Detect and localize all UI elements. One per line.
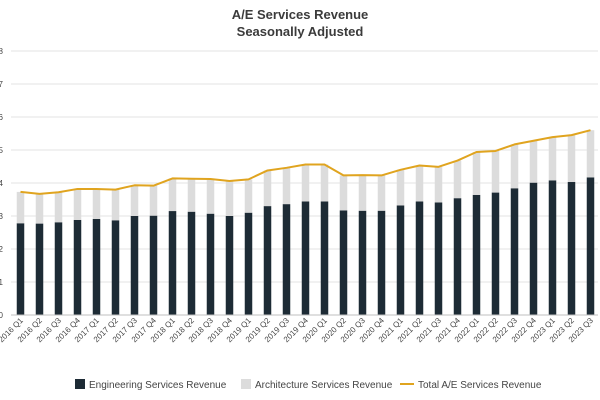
- bar-engineering: [358, 210, 367, 315]
- bar-architecture: [358, 175, 367, 211]
- bar-engineering: [529, 182, 538, 315]
- bar-engineering: [54, 222, 63, 315]
- bar-architecture: [282, 167, 291, 205]
- bar-engineering: [168, 211, 177, 315]
- bar-engineering: [263, 206, 272, 315]
- bar-architecture: [320, 164, 329, 202]
- bar-architecture: [149, 185, 158, 216]
- bar-architecture: [377, 175, 386, 211]
- bar-engineering: [548, 180, 557, 315]
- bar-engineering: [301, 201, 310, 315]
- y-tick-label: 0: [0, 311, 4, 320]
- bar-engineering: [510, 188, 519, 315]
- bar-engineering: [73, 219, 82, 315]
- bar-engineering: [377, 210, 386, 315]
- bar-architecture: [453, 160, 462, 199]
- bar-engineering: [415, 201, 424, 315]
- bar-engineering: [187, 211, 196, 315]
- bars: [16, 130, 595, 315]
- bar-architecture: [529, 140, 538, 183]
- bar-architecture: [434, 166, 443, 203]
- chart-subtitle: Seasonally Adjusted: [237, 24, 364, 39]
- bar-architecture: [586, 130, 595, 178]
- bar-engineering: [225, 216, 234, 315]
- bar-architecture: [244, 179, 253, 213]
- bar-architecture: [206, 179, 215, 214]
- bar-engineering: [586, 177, 595, 315]
- bar-architecture: [263, 170, 272, 207]
- bar-architecture: [301, 164, 310, 202]
- bar-architecture: [415, 165, 424, 202]
- bar-engineering: [111, 220, 120, 315]
- legend-swatch-architecture: [241, 379, 251, 389]
- legend-label-engineering: Engineering Services Revenue: [89, 380, 227, 391]
- bar-engineering: [339, 210, 348, 315]
- bar-architecture: [16, 191, 25, 224]
- bar-engineering: [282, 204, 291, 315]
- bar-architecture: [225, 181, 234, 216]
- legend-label-architecture: Architecture Services Revenue: [255, 380, 393, 391]
- bar-engineering: [16, 223, 25, 315]
- y-tick-label: 8: [0, 47, 4, 56]
- bar-engineering: [396, 205, 405, 315]
- legend: Engineering Services Revenue Architecture…: [75, 379, 542, 391]
- bar-architecture: [567, 135, 576, 183]
- bar-engineering: [206, 213, 215, 315]
- chart-title: A/E Services Revenue: [232, 7, 369, 22]
- bar-architecture: [111, 189, 120, 221]
- bar-architecture: [92, 188, 101, 219]
- bar-engineering: [567, 182, 576, 315]
- bar-architecture: [168, 178, 177, 212]
- bar-engineering: [130, 216, 139, 315]
- line-total: [20, 129, 591, 195]
- bar-architecture: [396, 169, 405, 206]
- bar-architecture: [187, 178, 196, 212]
- bar-engineering: [35, 223, 44, 315]
- bar-engineering: [453, 198, 462, 315]
- bar-architecture: [548, 137, 557, 181]
- bar-engineering: [320, 201, 329, 315]
- y-tick-label: 6: [0, 113, 4, 122]
- bar-engineering: [434, 202, 443, 315]
- bar-engineering: [244, 212, 253, 315]
- bar-architecture: [35, 193, 44, 224]
- bar-engineering: [491, 192, 500, 315]
- y-tick-label: 7: [0, 80, 4, 89]
- bar-architecture: [130, 185, 139, 216]
- bar-engineering: [92, 218, 101, 315]
- bar-architecture: [510, 144, 519, 189]
- y-tick-label: 1: [0, 278, 4, 287]
- total-line: [20, 129, 591, 195]
- bar-engineering: [472, 194, 481, 315]
- bar-architecture: [491, 150, 500, 193]
- legend-label-total: Total A/E Services Revenue: [418, 380, 542, 391]
- bar-architecture: [73, 188, 82, 220]
- bar-architecture: [339, 175, 348, 211]
- y-tick-label: 5: [0, 146, 4, 155]
- legend-swatch-engineering: [75, 379, 85, 389]
- y-tick-label: 4: [0, 179, 4, 188]
- y-axis: 0 1 2 3 4 5 6 7 8: [0, 47, 4, 320]
- y-tick-label: 3: [0, 212, 4, 221]
- bar-architecture: [54, 192, 63, 223]
- bar-architecture: [472, 151, 481, 195]
- y-tick-label: 2: [0, 245, 4, 254]
- bar-engineering: [149, 215, 158, 315]
